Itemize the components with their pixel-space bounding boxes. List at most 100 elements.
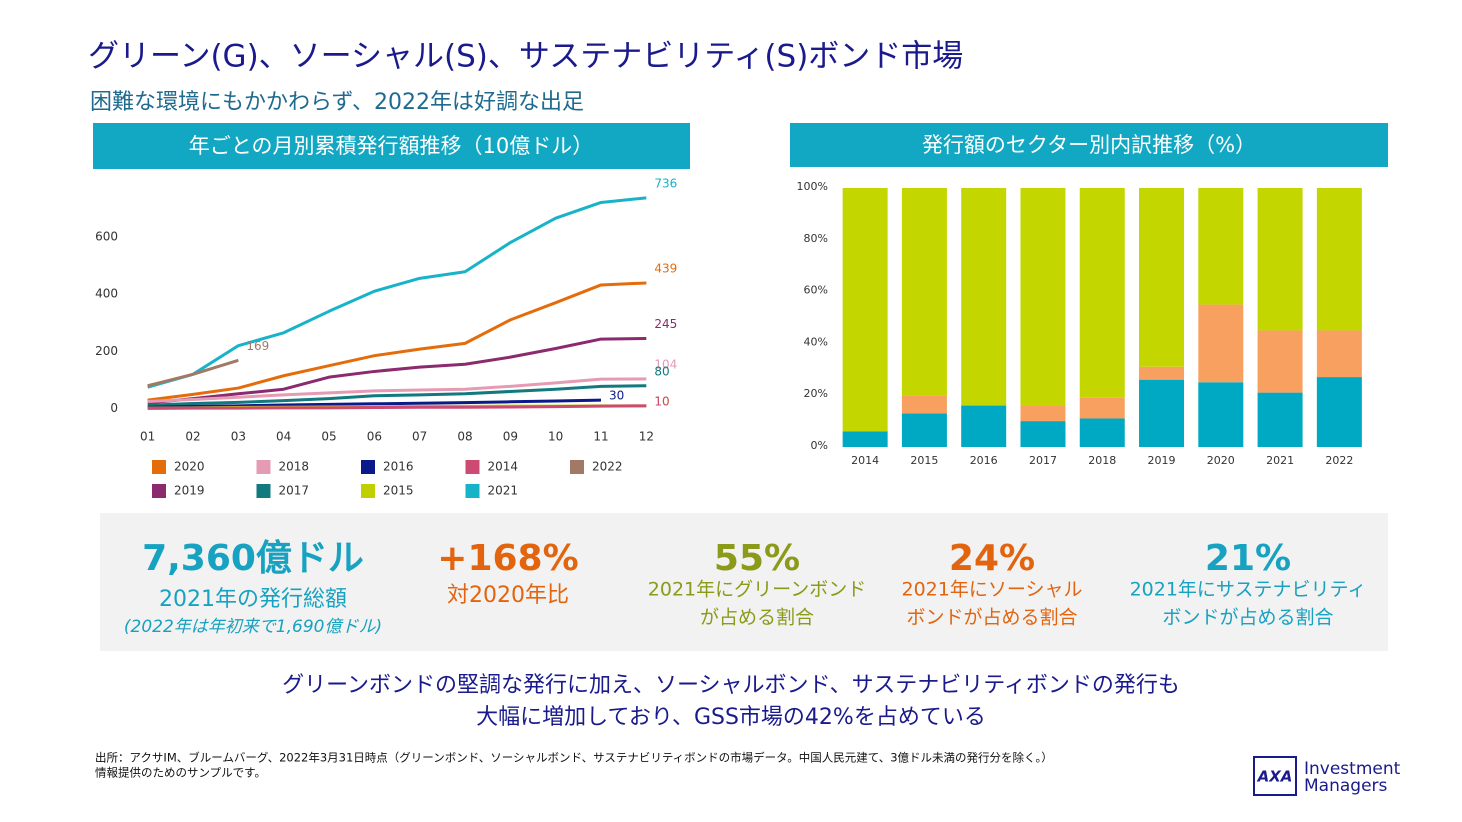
series-line (147, 196, 647, 389)
y-tick-label: 60% (804, 284, 828, 297)
data-label: 104 (654, 357, 677, 371)
x-tick-label: 2014 (851, 454, 879, 467)
bar-segment (1257, 392, 1303, 447)
bar-segment (1257, 188, 1303, 331)
bar-segment (901, 188, 947, 396)
bar-segment (1139, 379, 1185, 447)
stat-text: 2021年にサステナビリティ (1130, 579, 1367, 601)
bar-segment (961, 405, 1007, 447)
x-tick-label: 09 (503, 430, 518, 444)
y-tick-label: 40% (804, 335, 828, 348)
bar-segment (1198, 304, 1244, 383)
legend-swatch (465, 484, 480, 498)
legend-label: 2016 (383, 460, 414, 474)
chart-title-box (790, 123, 1388, 167)
legend-swatch (152, 484, 166, 498)
legend-swatch (465, 460, 480, 474)
stat-text: ボンドが占める割合 (906, 607, 1077, 629)
chart-title: 年ごとの月別累積発行額推移（10億ドル） (189, 134, 594, 158)
series-line (147, 377, 647, 404)
x-tick-label: 2017 (1029, 454, 1057, 467)
data-label: 10 (654, 394, 669, 408)
bar-segment (901, 395, 947, 414)
logo-text: Managers (1304, 776, 1388, 796)
logo-text: Investment (1304, 759, 1401, 779)
footnote: 出所：アクサIM、ブルームバーグ、2022年3月31日時点（グリーンボンド、ソー… (95, 751, 1053, 765)
x-tick-label: 03 (231, 430, 246, 444)
y-tick-label: 100% (797, 180, 828, 193)
bar-segment (842, 431, 888, 447)
x-tick-label: 2015 (910, 454, 938, 467)
legend-label: 2014 (488, 460, 519, 474)
legend-label: 2015 (383, 484, 414, 498)
y-tick-label: 400 (95, 287, 118, 301)
chart-title-box (93, 123, 690, 169)
legend-swatch (570, 460, 584, 474)
legend-swatch (256, 460, 271, 474)
x-tick-label: 2019 (1148, 454, 1176, 467)
x-tick-label: 12 (639, 430, 654, 444)
logo-mark: AXA (1257, 768, 1293, 786)
series-line (147, 337, 647, 405)
series-line (147, 358, 239, 388)
logo-box (1253, 756, 1297, 796)
stat-text: 対2020年比 (447, 583, 569, 608)
bar-segment (1079, 397, 1125, 419)
legend-label: 2021 (488, 484, 519, 498)
x-tick-label: 07 (412, 430, 427, 444)
summary-line: グリーンボンドの堅調な発行に加え、ソーシャルボンド、サステナビリティボンドの発行… (282, 673, 1180, 698)
x-tick-label: 2022 (1325, 454, 1353, 467)
stat-text: (2022年は年初来で1,690億ドル) (124, 617, 382, 637)
data-label: 30 (609, 389, 624, 403)
stat-text: 2021年にソーシャル (902, 579, 1083, 601)
stat-value: 24% (949, 538, 1035, 579)
bar-segment (1257, 330, 1303, 393)
series-line (147, 404, 647, 410)
summary-line: 大幅に増加しており、GSS市場の42%を占めている (476, 705, 986, 730)
y-tick-label: 200 (95, 344, 118, 358)
x-tick-label: 2018 (1088, 454, 1116, 467)
x-tick-label: 02 (185, 430, 200, 444)
bar-segment (1020, 421, 1066, 447)
y-tick-label: 600 (95, 229, 118, 243)
subtitle: 困難な環境にもかかわらず、2022年は好調な出足 (90, 90, 584, 115)
stats-panel (100, 513, 1388, 651)
legend-swatch (361, 460, 375, 474)
data-label: 245 (654, 317, 677, 331)
stat-text: が占める割合 (700, 607, 814, 629)
y-tick-label: 80% (804, 232, 828, 245)
bar-segment (1020, 188, 1066, 406)
stat-value: +168% (437, 538, 578, 579)
stat-text: 2021年の発行総額 (159, 587, 347, 612)
x-tick-label: 08 (457, 430, 472, 444)
bar-segment (1316, 377, 1362, 447)
legend-swatch (152, 460, 166, 474)
bar-segment (1079, 188, 1125, 398)
bar-segment (961, 188, 1007, 406)
legend-label: 2022 (592, 460, 623, 474)
bar-segment (1316, 188, 1362, 331)
legend-label: 2020 (174, 460, 205, 474)
y-tick-label: 0% (811, 439, 828, 452)
series-line (147, 398, 602, 409)
legend-label: 2018 (279, 460, 310, 474)
bar-segment (1198, 188, 1244, 305)
chart-title: 発行額のセクター別内訳推移（%） (922, 133, 1256, 157)
legend-label: 2019 (174, 484, 205, 498)
stat-value: 7,360億ドル (142, 538, 364, 579)
stat-value: 21% (1205, 538, 1291, 579)
bar-segment (842, 188, 888, 432)
data-label: 439 (654, 261, 677, 275)
x-tick-label: 06 (367, 430, 382, 444)
data-label: 80 (654, 364, 669, 378)
stat-value: 55% (714, 538, 800, 579)
series-line (147, 384, 647, 407)
bar-segment (1020, 405, 1066, 422)
x-tick-label: 11 (593, 430, 608, 444)
y-tick-label: 20% (804, 387, 828, 400)
legend-label: 2017 (279, 484, 310, 498)
x-tick-label: 2021 (1266, 454, 1294, 467)
x-tick-label: 04 (276, 430, 291, 444)
bar-segment (1139, 188, 1185, 367)
